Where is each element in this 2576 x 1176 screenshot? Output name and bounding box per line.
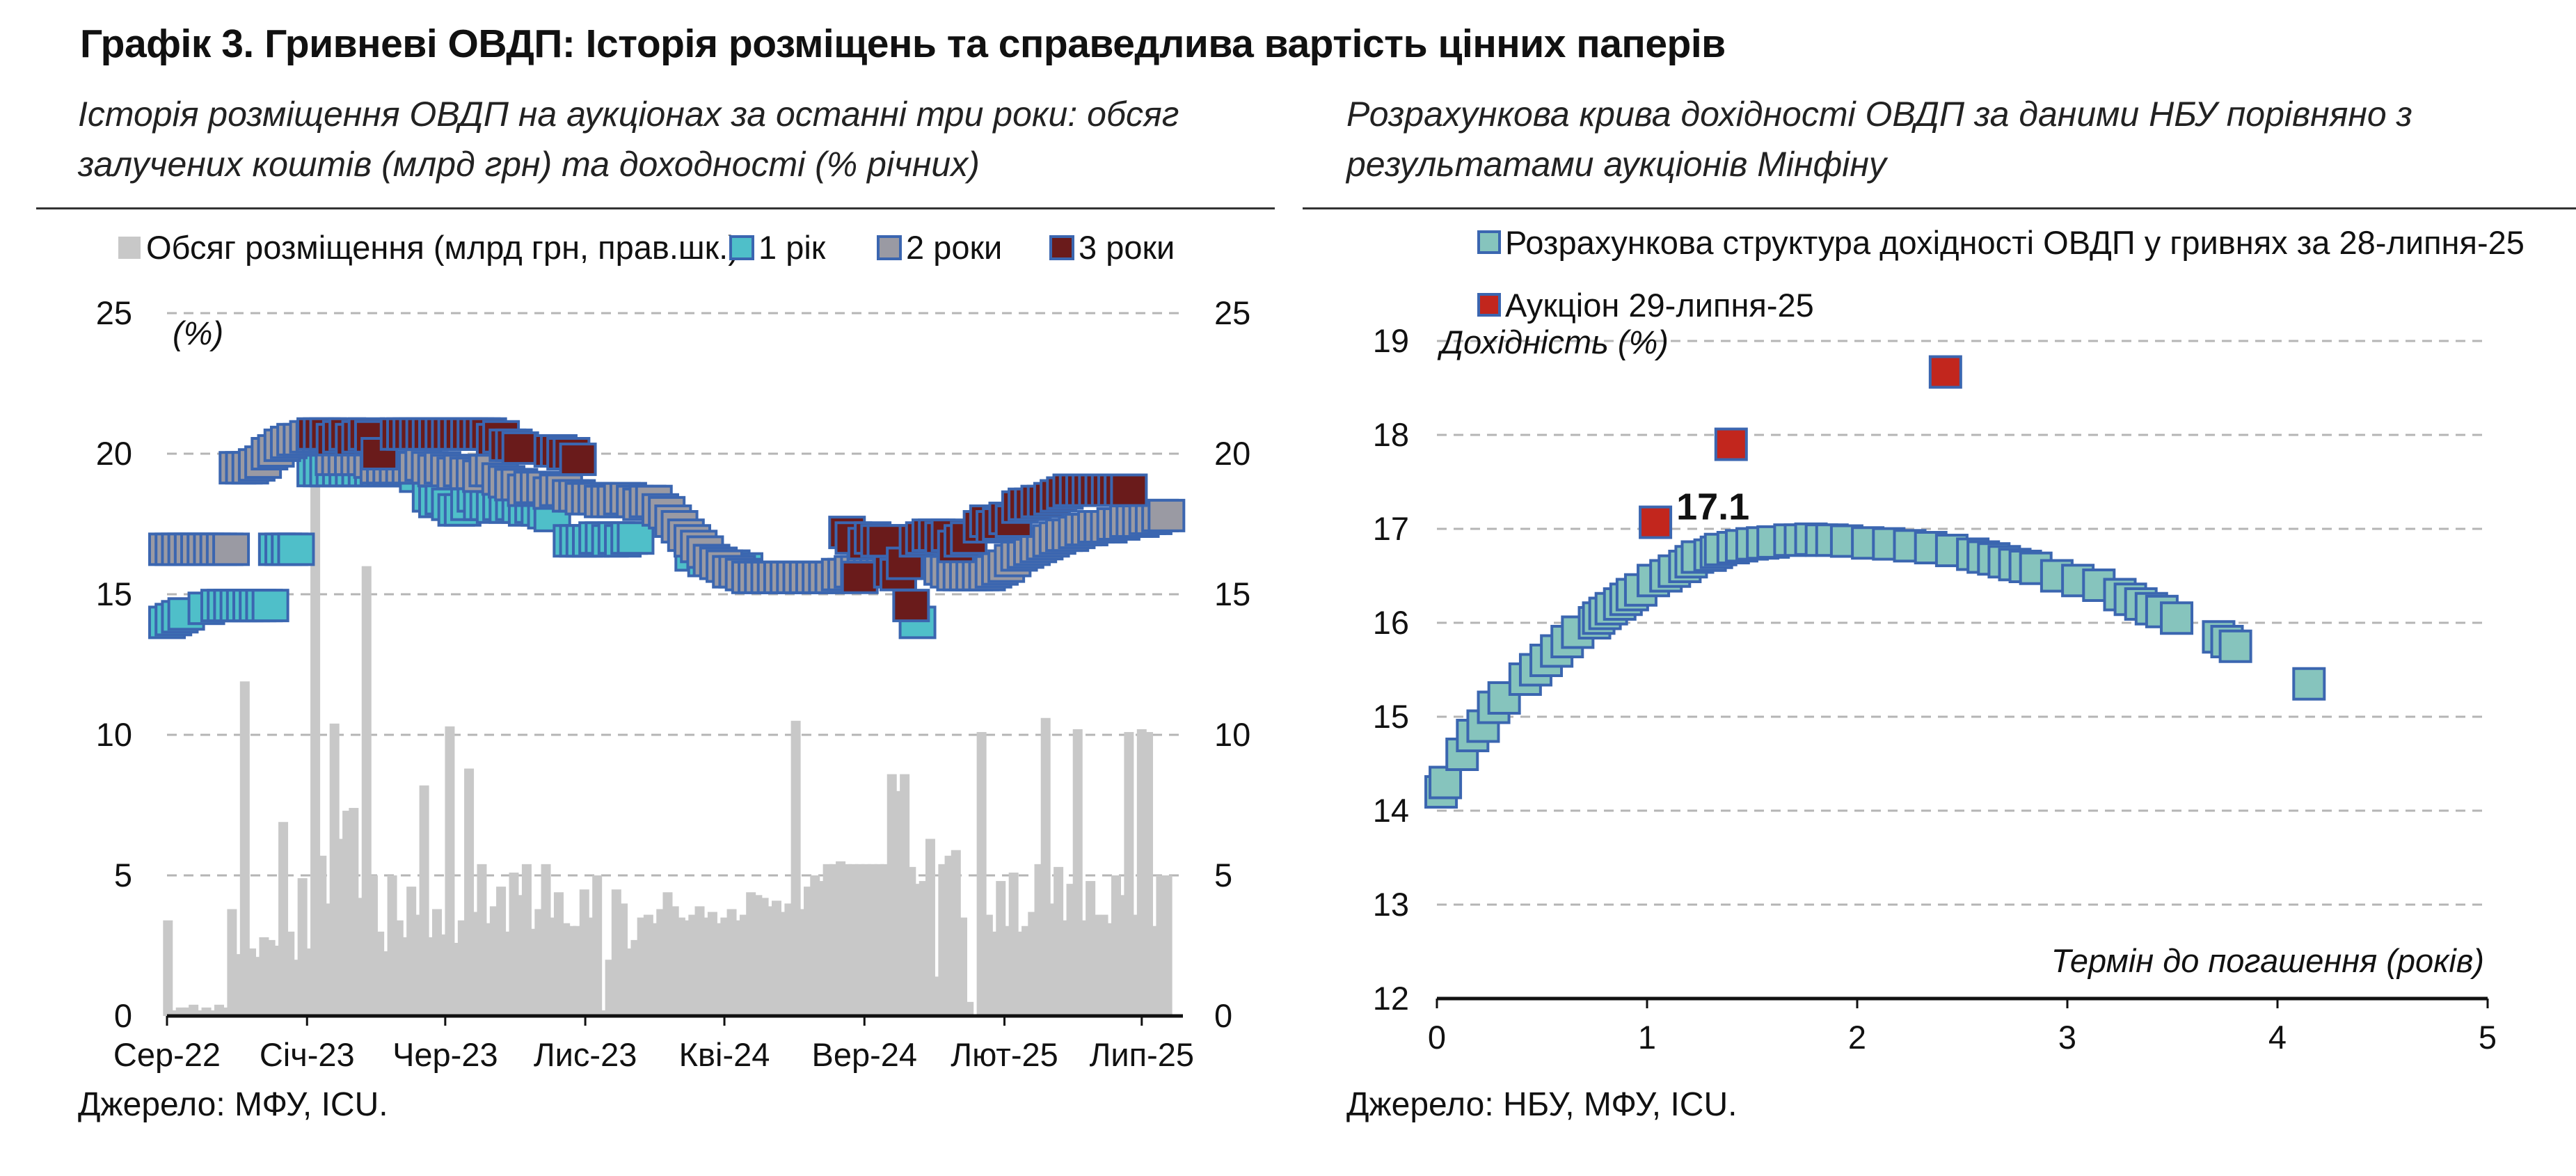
- yield-marker-3: [1110, 473, 1148, 507]
- y-tick-label: 17: [1373, 510, 1409, 547]
- x-tick-label: 0: [1428, 1019, 1446, 1056]
- yield-marker-1: [251, 589, 289, 623]
- left-chart-subtitle: Історія розміщення ОВДП на аукціонах за …: [78, 95, 1179, 184]
- left-chart: 0 0 5 5 10 10 15 15 20 20 25 25 (%) Сер-22 Січ-23 Чер-2…: [96, 229, 1251, 1073]
- y-tick-label: 14: [1373, 792, 1409, 829]
- x-tick-label: Сер-22: [113, 1036, 221, 1073]
- y-tick-label-right: 10: [1214, 716, 1250, 753]
- figure-title: Графік 3. Гривневі ОВДП: Історія розміще…: [80, 22, 1726, 66]
- legend-2y-swatch: [877, 235, 902, 260]
- y-tick-label: 15: [1373, 698, 1409, 735]
- x-tick-label: 2: [1848, 1019, 1866, 1056]
- legend-3y-swatch: [1049, 235, 1074, 260]
- legend-curve-swatch: [1477, 230, 1501, 254]
- volume-bar: [964, 1001, 974, 1016]
- x-tick-label: Лют-25: [951, 1036, 1058, 1073]
- legend-1y-swatch: [729, 235, 754, 260]
- volume-bar: [163, 920, 173, 1016]
- y-unit-label: (%): [173, 315, 223, 351]
- legend-auction-swatch: [1477, 293, 1501, 317]
- legend-auction-label: Аукціон 29-липня-25: [1505, 287, 1814, 324]
- volume-bar: [169, 1010, 180, 1016]
- y-tick-label-left: 25: [96, 294, 132, 331]
- y-tick-label-right: 5: [1214, 857, 1232, 893]
- yield-marker-3: [559, 443, 597, 477]
- x-tick-label: Чер-23: [392, 1036, 498, 1073]
- volume-bar: [592, 875, 603, 1016]
- yield-marker-3: [892, 589, 930, 623]
- y-tick-label: 12: [1373, 980, 1409, 1017]
- volume-bar: [207, 1010, 218, 1016]
- x-tick-label: Лис-23: [534, 1036, 637, 1073]
- y-tick-label-right: 20: [1214, 435, 1250, 472]
- curve-marker: [1429, 765, 1463, 800]
- yield-marker-2: [212, 532, 251, 566]
- x-tick-label: Кві-24: [679, 1036, 770, 1073]
- x-tick-label: Лип-25: [1090, 1036, 1194, 1073]
- y-tick-label-right: 25: [1214, 294, 1250, 331]
- legend-volume-swatch: [118, 237, 141, 259]
- y-tick-label: 13: [1373, 886, 1409, 923]
- volume-bar: [957, 917, 968, 1016]
- legend-2y-label: 2 роки: [906, 229, 1002, 266]
- auction-marker: [1639, 505, 1673, 539]
- volume-bar: [239, 681, 250, 1016]
- x-axis-title: Термін до погашення (років): [2051, 942, 2484, 979]
- yield-marker-1: [277, 532, 315, 566]
- y-tick-label-right: 0: [1214, 997, 1232, 1034]
- yield-marker-3: [501, 431, 539, 465]
- right-chart-subtitle: Розрахункова крива дохідності ОВДП за да…: [1346, 95, 2412, 184]
- y-tick-label-right: 15: [1214, 575, 1250, 612]
- y-axis-title: Дохідність (%): [1437, 324, 1669, 360]
- y-tick-label: 16: [1373, 604, 1409, 641]
- curve-marker: [2160, 601, 2194, 635]
- left-header-rule: [36, 207, 1275, 209]
- auction-marker: [1714, 427, 1748, 461]
- y-tick-label-left: 5: [114, 857, 132, 893]
- x-tick-label: 1: [1638, 1019, 1656, 1056]
- auction-marker: [1928, 355, 1962, 389]
- left-source-note: Джерело: МФУ, ICU.: [78, 1086, 388, 1123]
- x-tick-label: 4: [2268, 1019, 2287, 1056]
- x-tick-label: Вер-24: [811, 1036, 917, 1073]
- legend-1y-label: 1 рік: [758, 229, 826, 266]
- legend-volume-label: Обсяг розміщення (млрд грн, прав.шк.): [146, 229, 739, 266]
- y-tick-label-left: 10: [96, 716, 132, 753]
- y-tick-label-left: 0: [114, 997, 132, 1034]
- volume-bar: [1162, 875, 1172, 1016]
- auction-data-label: 17.1: [1676, 486, 1749, 528]
- volume-bar: [598, 1010, 609, 1016]
- yield-marker-2: [1147, 498, 1186, 532]
- x-tick-label: 3: [2058, 1019, 2076, 1056]
- legend-curve-label: Розрахункова структура дохідності ОВДП у…: [1505, 224, 2525, 261]
- right-header-rule: [1303, 207, 2576, 209]
- x-tick-label: 5: [2479, 1019, 2497, 1056]
- y-tick-label-left: 20: [96, 435, 132, 472]
- x-tick-label: Січ-23: [260, 1036, 355, 1073]
- y-tick-label: 19: [1373, 322, 1409, 359]
- y-tick-label-left: 15: [96, 575, 132, 612]
- volume-bar: [925, 839, 935, 1016]
- legend-3y-label: 3 роки: [1079, 229, 1175, 266]
- curve-marker: [2218, 629, 2252, 663]
- yield-marker-1: [617, 521, 655, 555]
- volume-bar: [195, 1010, 205, 1016]
- y-tick-label: 18: [1373, 416, 1409, 453]
- curve-marker: [2292, 667, 2326, 701]
- right-source-note: Джерело: НБУ, МФУ, ICU.: [1346, 1086, 1738, 1123]
